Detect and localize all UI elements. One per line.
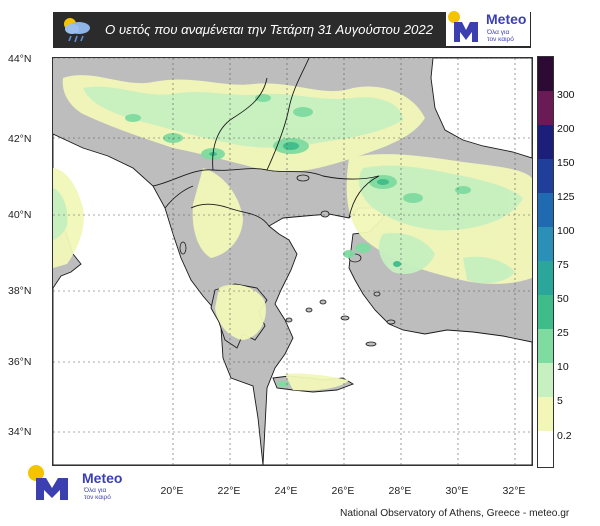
logo-wordmark-bottom: Meteo: [82, 470, 123, 486]
cb-label-0-2: 0.2: [557, 430, 572, 442]
cb-seg-1: [538, 91, 553, 125]
lat-label-34: 34°N: [8, 426, 32, 438]
logo-tagline-2: τον καιρό: [487, 36, 514, 43]
source-credit: National Observatory of Athens, Greece -…: [340, 508, 570, 519]
cb-seg-2: [538, 125, 553, 159]
page-title: Ο υετός που αναμένεται την Τετάρτη 31 Αυ…: [104, 22, 434, 37]
cb-seg-4: [538, 193, 553, 227]
precipitation-colorbar: [537, 56, 554, 468]
lon-label-26: 26°E: [331, 485, 355, 497]
cb-label-200: 200: [557, 123, 575, 135]
cb-label-50: 50: [557, 293, 569, 305]
cb-seg-10: [538, 397, 553, 431]
logo-wordmark: Meteo: [486, 11, 527, 27]
sea-areas: [53, 58, 532, 465]
cb-label-100: 100: [557, 225, 575, 237]
cb-label-5: 5: [557, 395, 563, 407]
cb-seg-6: [538, 261, 553, 295]
precipitation-map: [52, 57, 533, 466]
cloud-rain-icon: [64, 18, 90, 43]
lon-label-24: 24°E: [274, 485, 298, 497]
logo-tagline-bottom-2: τον καιρό: [84, 494, 111, 501]
lon-label-32: 32°E: [502, 485, 526, 497]
lon-label-30: 30°E: [445, 485, 469, 497]
cb-label-150: 150: [557, 157, 575, 169]
lat-label-44: 44°N: [8, 53, 32, 65]
country-borders: [152, 58, 380, 227]
precip-moderate: [53, 86, 523, 284]
cb-label-75: 75: [557, 259, 569, 271]
lat-label-38: 38°N: [8, 285, 32, 297]
meteo-logo-top: Meteo Όλα για τον καιρό: [446, 2, 530, 46]
logo-tagline-1: Όλα για: [487, 29, 510, 36]
cb-seg-7: [538, 295, 553, 329]
lat-label-40: 40°N: [8, 209, 32, 221]
lon-label-20: 20°E: [160, 485, 184, 497]
cb-label-125: 125: [557, 191, 575, 203]
cb-seg-0: [538, 57, 553, 91]
cb-seg-8: [538, 329, 553, 363]
cb-label-25: 25: [557, 327, 569, 339]
lon-label-22: 22°E: [217, 485, 241, 497]
cb-label-300: 300: [557, 89, 575, 101]
lon-label-28: 28°E: [388, 485, 412, 497]
cb-seg-11: [538, 431, 553, 467]
cb-seg-3: [538, 159, 553, 193]
lat-label-36: 36°N: [8, 356, 32, 368]
meteo-m-icon: [448, 11, 478, 42]
map-canvas: [53, 58, 532, 465]
meteo-logo-bottom: Meteo Όλα για τον καιρό: [28, 462, 128, 506]
lat-label-42: 42°N: [8, 133, 32, 145]
cb-label-10: 10: [557, 361, 569, 373]
meteo-m-icon-bottom: [28, 465, 68, 500]
cb-seg-5: [538, 227, 553, 261]
cb-seg-9: [538, 363, 553, 397]
logo-tagline-bottom-1: Όλα για: [84, 487, 107, 494]
